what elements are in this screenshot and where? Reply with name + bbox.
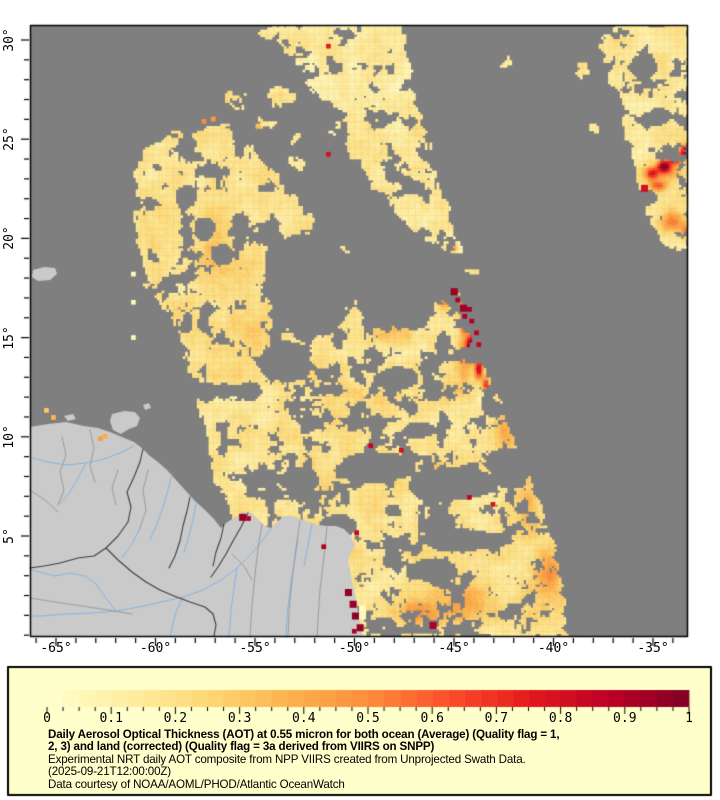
colorbar-tick-label: 0.6 [420,711,444,726]
y-axis-tick-label: 5° [2,528,17,544]
x-axis-tick-label: -45° [438,641,470,656]
colorbar-tick-label: 0.7 [484,711,509,726]
x-axis-tick-label: -40° [537,641,570,656]
y-axis-tick-label: 25° [2,127,17,151]
caption-timestamp: (2025-09-21T12:00:00Z) [48,765,172,779]
colorbar-tick-label: 0.9 [613,711,637,726]
y-axis-tick-label: 20° [2,226,17,251]
colorbar-tick-label: 0.3 [227,711,252,726]
colorbar-tick-label: 0.1 [99,711,123,726]
colorbar-tick-label: 0 [43,711,51,726]
caption-credit: Data courtesy of NOAA/AOML/PHOD/Atlantic… [48,777,345,791]
x-axis-tick-label: -60° [139,641,172,656]
colorbar-tick-label: 0.5 [356,711,380,726]
caption-title-line1: Daily Aerosol Optical Thickness (AOT) at… [48,728,560,741]
colorbar-tick-label: 0.4 [292,711,316,726]
x-axis-tick-label: -35° [637,641,669,656]
legend-caption: Daily Aerosol Optical Thickness (AOT) at… [48,728,560,791]
colorbar-tick-label: 0.8 [548,711,573,726]
y-axis-tick-label: 10° [2,425,17,449]
x-axis-tick-label: -50° [338,641,371,656]
caption-title-line2: 2, 3) and land (corrected) (Quality flag… [48,740,435,754]
caption-description: Experimental NRT daily AOT composite fro… [48,752,526,766]
colorbar-tick-label: 0.2 [163,711,188,726]
colorbar-tick-label: 1 [685,711,693,726]
x-axis-tick-label: -55° [239,641,271,656]
y-axis-tick-label: 15° [2,325,17,350]
y-axis-tick-label: 30° [2,28,17,52]
x-axis-tick-label: -65° [40,641,72,656]
